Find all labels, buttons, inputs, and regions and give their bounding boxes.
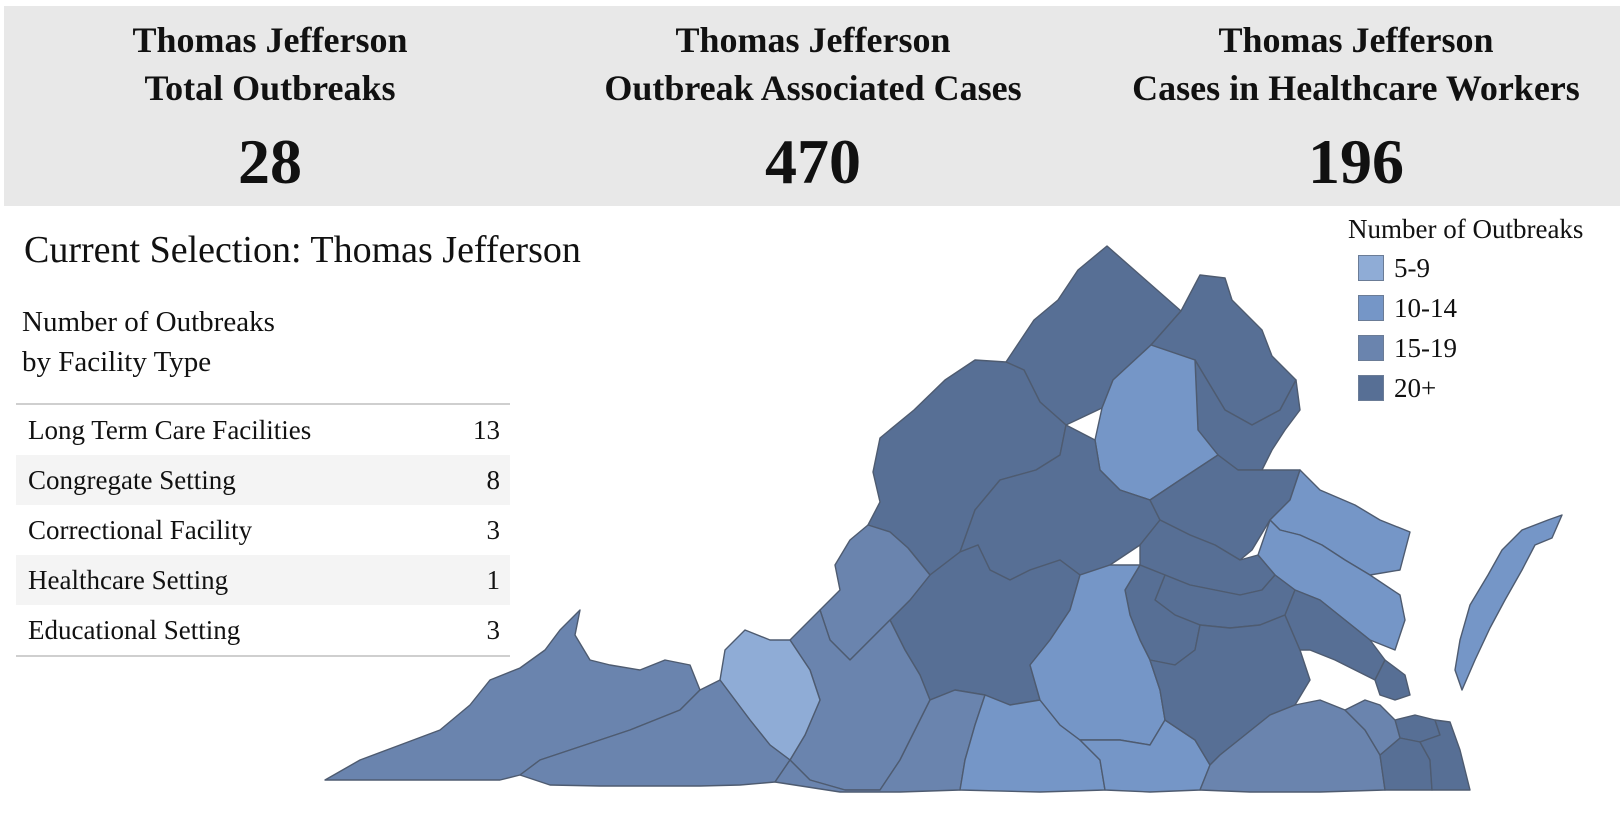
table-row: Long Term Care Facilities 13	[16, 405, 510, 455]
legend-item[interactable]: 10-14	[1348, 288, 1618, 328]
map-region-crater[interactable]: Crater	[1149, 614, 1311, 766]
table-row: Healthcare Setting 1	[16, 555, 510, 605]
facility-heading: Number of Outbreaks by Facility Type	[22, 302, 422, 382]
kpi-value: 196	[1308, 126, 1404, 197]
legend-swatch	[1358, 295, 1384, 321]
kpi-title-line1: Thomas Jefferson	[1218, 20, 1494, 60]
legend-item[interactable]: 20+	[1348, 368, 1618, 408]
kpi-band	[4, 6, 1620, 206]
legend-label: 15-19	[1394, 332, 1457, 363]
kpi-title-line2: Cases in Healthcare Workers	[1132, 68, 1580, 108]
kpi-title-line1: Thomas Jefferson	[675, 20, 951, 60]
current-selection-title: Current Selection: Thomas Jefferson	[24, 229, 581, 271]
map-region-portsmouth[interactable]: Portsmouth	[1344, 699, 1401, 756]
table-row: Educational Setting 3	[16, 605, 510, 655]
legend-item[interactable]: 15-19	[1348, 328, 1618, 368]
facility-heading-line1: Number of Outbreaks	[22, 306, 275, 338]
kpi-healthcare-worker-cases: Thomas Jefferson Cases in Healthcare Wor…	[1086, 16, 1624, 202]
legend-label: 5-9	[1394, 252, 1430, 283]
legend-item[interactable]: 5-9	[1348, 248, 1618, 288]
facility-label: Congregate Setting	[28, 464, 236, 495]
facility-count: 8	[486, 464, 501, 495]
legend-title: Number of Outbreaks	[1348, 214, 1584, 244]
map-region-west-piedmont[interactable]: West Piedmont	[774, 689, 986, 793]
legend-swatch	[1358, 375, 1384, 401]
table-row: Correctional Facility 3	[16, 505, 510, 555]
map-region-virginia-beach[interactable]: Virginia Beach	[1419, 719, 1471, 791]
facility-count: 3	[486, 514, 501, 545]
kpi-title-line2: Total Outbreaks	[144, 68, 396, 108]
map-region-mount-rogers[interactable]: Mount Rogers	[519, 679, 791, 787]
facility-label: Healthcare Setting	[28, 564, 229, 595]
map-region-hampton[interactable]: Hampton	[1374, 659, 1411, 701]
facility-label: Educational Setting	[28, 614, 241, 645]
map-legend: Number of Outbreaks 5-9 10-14 15-19 20+	[1348, 210, 1618, 408]
facility-count: 3	[486, 614, 501, 645]
kpi-total-outbreaks: Thomas Jefferson Total Outbreaks 28	[0, 16, 540, 202]
facility-label: Long Term Care Facilities	[28, 414, 312, 445]
facility-heading-line2: by Facility Type	[22, 346, 212, 378]
legend-label: 10-14	[1394, 292, 1457, 323]
table-row: Congregate Setting 8	[16, 455, 510, 505]
kpi-outbreak-cases: Thomas Jefferson Outbreak Associated Cas…	[543, 16, 1083, 202]
map-region-eastern-shore[interactable]: Eastern Shore	[1454, 514, 1563, 691]
legend-swatch	[1358, 255, 1384, 281]
kpi-title-line2: Outbreak Associated Cases	[604, 68, 1022, 108]
facility-count: 13	[473, 414, 500, 445]
facility-count: 1	[486, 564, 501, 595]
facility-table: Long Term Care Facilities 13 Congregate …	[16, 403, 510, 657]
facility-label: Correctional Facility	[28, 514, 253, 545]
kpi-title-line1: Thomas Jefferson	[132, 20, 408, 60]
kpi-value: 470	[765, 126, 861, 197]
map-region-piedmont[interactable]: Piedmont	[1029, 564, 1166, 746]
kpi-value: 28	[238, 126, 302, 197]
legend-label: 20+	[1394, 372, 1437, 403]
legend-swatch	[1358, 335, 1384, 361]
